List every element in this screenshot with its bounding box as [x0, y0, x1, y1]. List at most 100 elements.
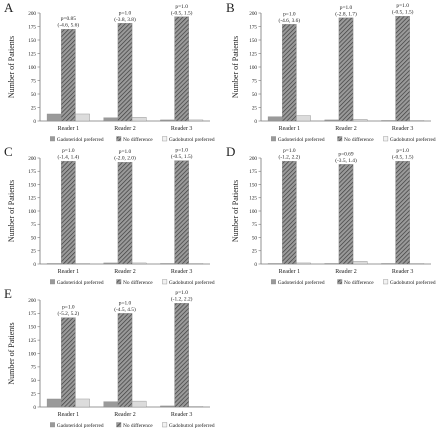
p-value-label: p=1.0	[340, 5, 353, 11]
bar	[267, 116, 283, 122]
p-value-label: p=1.0	[283, 148, 296, 154]
legend-label: No difference	[123, 136, 153, 143]
legend-swatch	[337, 279, 343, 285]
bar	[188, 263, 204, 265]
p-value-label: p=1.0	[119, 300, 132, 306]
p-value-label: p=1.0	[175, 290, 188, 296]
bar	[296, 115, 311, 122]
bar	[75, 113, 90, 122]
legend-label: No difference	[123, 422, 153, 429]
bar	[160, 119, 175, 122]
y-axis-label: Number of Patients	[7, 36, 16, 98]
chart-panel-d: D Number of Patients 0 25 50 75 100 125 150 175 20…	[226, 144, 436, 286]
bar	[75, 263, 90, 265]
p-value-label: p=1.0	[62, 148, 75, 154]
y-tick-label: 200	[28, 156, 36, 162]
y-tick-label: 175	[28, 311, 36, 317]
panel-letter: D	[226, 144, 235, 159]
bar	[46, 263, 62, 265]
y-tick-label: 50	[31, 235, 37, 241]
bar	[61, 317, 76, 408]
legend-swatch	[162, 136, 168, 142]
bar	[131, 400, 147, 408]
bar	[296, 262, 311, 265]
y-tick-label: 50	[31, 92, 37, 98]
bar	[174, 303, 189, 408]
chart-panel-c: C Number of Patients 0 25 50 75 100 125 150 175 20…	[4, 144, 215, 286]
x-tick-label: Reader 1	[58, 412, 80, 418]
bar	[117, 162, 133, 265]
chart-panel-e: E Number of Patients 0 25 50 75 100 125 150 175 20…	[4, 286, 215, 429]
panel-letter: A	[4, 0, 14, 15]
bar	[338, 164, 354, 265]
y-tick-label: 175	[28, 169, 36, 175]
y-tick-label: 125	[249, 51, 257, 57]
y-tick-label: 200	[249, 156, 257, 162]
y-tick-label: 50	[252, 92, 258, 98]
y-tick-label: 50	[31, 378, 37, 384]
y-tick-label: 25	[252, 249, 258, 255]
y-tick-label: 150	[249, 38, 257, 44]
y-tick-label: 25	[31, 249, 37, 255]
y-tick-label: 0	[33, 262, 36, 268]
y-tick-label: 100	[28, 209, 36, 215]
bar	[352, 119, 368, 122]
legend-label: Gadoteridol preferred	[278, 279, 325, 286]
legend-label: Gadoteridol preferred	[57, 136, 104, 143]
y-axis-label: Number of Patients	[231, 36, 240, 98]
panel-letter: B	[226, 0, 235, 15]
p-value-label: p=1.0	[396, 148, 409, 154]
x-tick-label: Reader 2	[114, 412, 136, 418]
legend-label: Gadoteridol preferred	[57, 422, 104, 429]
bar	[409, 263, 425, 265]
legend-swatch	[116, 136, 122, 142]
y-tick-label: 0	[254, 262, 257, 268]
y-tick-label: 150	[28, 38, 36, 44]
bar	[282, 160, 297, 265]
y-tick-label: 200	[249, 11, 257, 17]
y-tick-label: 75	[31, 365, 37, 371]
x-tick-label: Reader 2	[335, 126, 357, 132]
ci-label: (-4.6, 5.6)	[58, 22, 80, 29]
y-tick-label: 75	[31, 78, 37, 84]
x-tick-label: Reader 3	[392, 269, 414, 275]
x-tick-label: Reader 2	[114, 126, 136, 132]
legend-swatch	[383, 136, 389, 142]
legend-swatch	[50, 279, 55, 285]
y-tick-label: 150	[249, 182, 257, 188]
y-tick-label: 150	[28, 325, 36, 331]
legend-swatch	[337, 136, 343, 142]
legend-label: Gadoteridol preferred	[57, 279, 104, 286]
chart-panel-a: A Number of Patients 0 25 50 75 100 125 150 175 20…	[4, 0, 215, 143]
bar	[131, 117, 147, 122]
p-value-label: p=1.0	[175, 4, 188, 10]
legend-swatch	[50, 422, 55, 428]
y-tick-label: 0	[33, 119, 36, 125]
ci-label: (-1.2, 2.2)	[171, 296, 193, 303]
ci-label: (-0.5, 1.5)	[171, 9, 193, 16]
bar	[338, 17, 354, 122]
y-tick-label: 25	[31, 105, 37, 111]
bar	[324, 119, 340, 122]
legend-label: No difference	[123, 279, 153, 286]
x-tick-label: Reader 3	[392, 126, 414, 132]
y-tick-label: 25	[31, 391, 37, 397]
x-tick-label: Reader 1	[279, 126, 301, 132]
y-axis-label: Number of Patients	[231, 180, 240, 242]
legend-label: Gadoteridol preferred	[278, 136, 325, 143]
y-tick-label: 175	[28, 24, 36, 30]
p-value-label: p=1.0	[175, 148, 188, 154]
bar	[131, 262, 147, 265]
y-tick-label: 25	[252, 105, 258, 111]
chart-panel-b: B Number of Patients 0 25 50 75 100 125 150 175 20…	[226, 0, 436, 143]
ci-label: (-5.2, 5.2)	[58, 310, 80, 317]
bar	[267, 263, 283, 265]
bar	[103, 262, 119, 265]
legend-label: Gadobutrol preferred	[390, 136, 436, 143]
legend-swatch	[116, 279, 122, 285]
y-axis-label: Number of Patients	[7, 322, 16, 384]
p-value-label: p=0.69	[338, 151, 353, 157]
ci-label: (-1.4, 1.4)	[58, 154, 80, 161]
legend-label: Gadobutrol preferred	[169, 422, 215, 429]
